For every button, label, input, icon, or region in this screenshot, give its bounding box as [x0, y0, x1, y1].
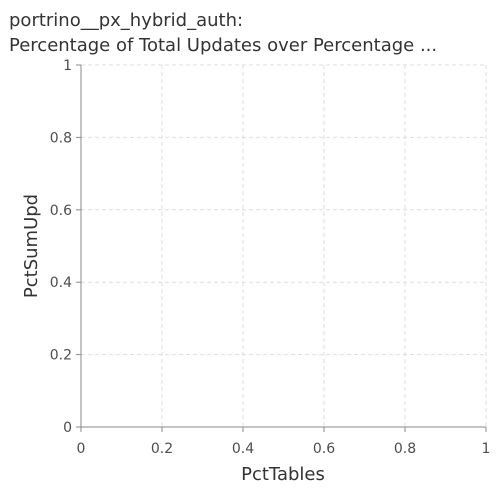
x-axis-label: PctTables: [241, 464, 325, 485]
chart-title-line-2: Percentage of Total Updates over Percent…: [9, 35, 438, 56]
y-axis-label: PctSumUpd: [21, 194, 42, 298]
x-tick-label: 0.2: [151, 441, 173, 457]
y-tick-label: 1: [63, 58, 72, 74]
x-tick-label: 0: [77, 441, 86, 457]
chart-title-line-1: portrino__px_hybrid_auth:: [9, 10, 244, 31]
y-tick-label: 0.2: [50, 348, 72, 364]
grid-lines: [81, 64, 487, 427]
y-tick-label: 0.6: [50, 203, 72, 219]
axes: [76, 64, 487, 432]
y-tick-label: 0.8: [50, 130, 72, 146]
y-tick-label: 0: [63, 420, 72, 436]
chart-title: portrino__px_hybrid_auth: Percentage of …: [9, 8, 497, 58]
x-tick-label: 0.6: [313, 441, 335, 457]
y-tick-label: 0.4: [50, 275, 72, 291]
y-tick-labels: 0 0.2 0.4 0.6 0.8 1: [50, 58, 72, 436]
x-tick-label: 0.4: [232, 441, 254, 457]
x-tick-label: 0.8: [394, 441, 416, 457]
x-tick-labels: 0 0.2 0.4 0.6 0.8 1: [77, 441, 491, 457]
x-tick-label: 1: [482, 441, 491, 457]
